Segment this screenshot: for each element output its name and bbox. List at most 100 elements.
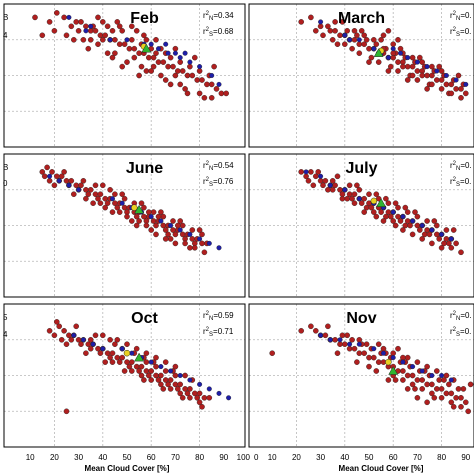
south-point (351, 200, 358, 206)
north-point (66, 182, 72, 188)
south-point (158, 372, 164, 379)
south-point (322, 332, 329, 339)
south-point (429, 240, 435, 247)
south-point (424, 86, 430, 92)
south-point (346, 182, 353, 189)
south-point (341, 341, 348, 348)
south-point (419, 386, 426, 392)
south-point (351, 191, 358, 197)
south-point (112, 341, 118, 348)
r2-n-label: r2N=0. (450, 311, 472, 322)
panel-frame (3, 303, 246, 448)
south-point (85, 191, 92, 197)
south-point (109, 27, 116, 34)
south-point (177, 59, 183, 65)
south-point (58, 336, 65, 343)
south-point (404, 386, 411, 392)
south-point (378, 37, 384, 43)
south-point (354, 32, 360, 39)
north-point (381, 350, 387, 356)
south-point (351, 27, 358, 34)
south-point (433, 222, 440, 229)
south-point (51, 182, 58, 189)
south-point (305, 177, 312, 184)
south-point (153, 222, 159, 229)
south-point (349, 336, 355, 343)
north-point (197, 381, 203, 387)
south-point (317, 23, 324, 30)
south-point (429, 381, 435, 388)
south-point (438, 77, 445, 83)
south-point (68, 336, 75, 343)
south-point (344, 332, 351, 339)
north-point (197, 64, 203, 70)
south-point (189, 227, 196, 233)
south-point (380, 345, 387, 352)
south-point (298, 19, 305, 25)
south-point (97, 191, 104, 197)
panel-plot-area (249, 154, 474, 297)
north-point (448, 377, 454, 383)
south-point (143, 222, 150, 229)
south-point (80, 177, 87, 184)
south-point (109, 54, 116, 61)
north-point (216, 245, 222, 251)
south-point (339, 19, 346, 25)
south-point (414, 213, 421, 220)
south-point (100, 19, 106, 25)
panel-title: Nov (346, 310, 376, 327)
south-point (458, 394, 464, 401)
south-point (354, 182, 360, 189)
south-point (177, 381, 183, 388)
south-point (448, 244, 455, 251)
south-point (322, 177, 329, 184)
south-point (368, 204, 375, 211)
panel-july: July r2N=0. r2S=0. (248, 153, 474, 298)
south-point (208, 81, 215, 88)
north-point (303, 169, 309, 175)
r2-n-label: r2N=0.59 (203, 311, 234, 322)
south-point (383, 195, 389, 202)
south-point (187, 244, 193, 251)
north-point (216, 81, 222, 87)
south-point (414, 359, 421, 365)
south-point (404, 209, 411, 215)
south-point (409, 72, 416, 79)
south-point (124, 341, 130, 348)
south-point (395, 37, 401, 43)
clipped-text-fragment: 0 (3, 179, 8, 188)
south-point (177, 81, 183, 88)
south-point (458, 86, 464, 92)
x-tick-label: 10 (26, 453, 35, 462)
south-point (54, 319, 60, 325)
south-point (177, 390, 183, 397)
south-point (128, 37, 135, 43)
south-point (158, 381, 164, 388)
south-point (51, 332, 58, 339)
south-point (409, 381, 416, 388)
north-point (168, 368, 174, 374)
south-point (400, 368, 406, 374)
south-point (431, 218, 438, 224)
south-point (366, 45, 372, 52)
south-point (172, 372, 179, 379)
south-point (49, 169, 55, 175)
south-point (380, 218, 387, 224)
south-point (310, 182, 317, 189)
north-point (155, 46, 161, 52)
south-point (112, 191, 118, 197)
south-point (92, 182, 99, 189)
south-point (443, 390, 450, 397)
panel-plot-area (4, 4, 245, 147)
south-point (196, 68, 203, 74)
south-point (375, 341, 382, 348)
south-point (133, 213, 140, 220)
south-point (395, 204, 401, 211)
south-point (73, 323, 79, 330)
south-point (63, 341, 70, 348)
south-point (433, 386, 440, 392)
south-point (366, 191, 372, 197)
south-point (392, 377, 399, 383)
south-point (404, 372, 411, 379)
